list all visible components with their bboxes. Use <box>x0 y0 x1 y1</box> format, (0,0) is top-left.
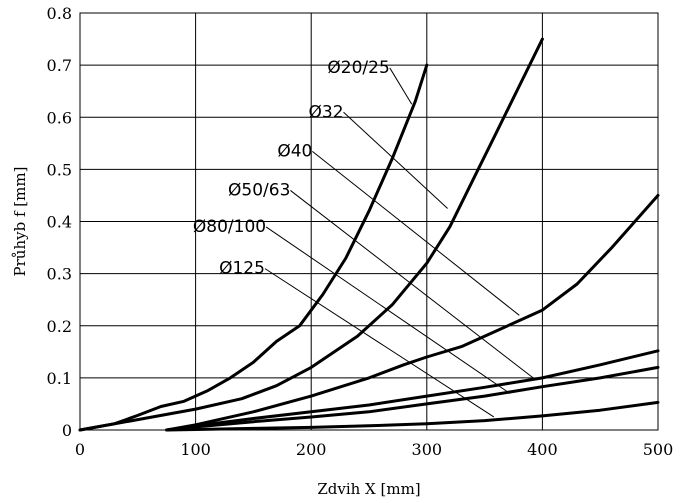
series-label: Ø40 <box>277 141 312 161</box>
x-tick-label: 0 <box>75 440 85 459</box>
y-tick-label: 0.4 <box>47 213 72 232</box>
series-label: Ø32 <box>309 102 344 122</box>
series-labels: Ø20/25 Ø32 Ø40 Ø50/63 Ø80/100 Ø125 <box>193 58 390 279</box>
series-line <box>165 193 660 432</box>
series-line <box>165 365 660 432</box>
x-axis-title: Zdvih X [mm] <box>317 480 420 498</box>
tick-labels: 0 100 200 300 400 500 0 0.1 0.2 0.3 0.4 0.5 0.6 0.7 0.… <box>47 4 674 459</box>
series-lines <box>78 37 660 432</box>
series-leader <box>264 268 495 418</box>
series-label: Ø80/100 <box>193 217 266 237</box>
series-leader <box>343 111 448 209</box>
series-label: Ø20/25 <box>327 58 389 78</box>
series-label: Ø125 <box>219 259 265 279</box>
series-leader <box>265 226 511 394</box>
y-tick-label: 0.5 <box>47 160 72 179</box>
y-tick-label: 0.2 <box>47 317 72 336</box>
x-tick-label: 100 <box>180 440 211 459</box>
series-line <box>165 400 660 432</box>
series-leader <box>389 67 413 105</box>
y-tick-label: 0.8 <box>47 4 72 23</box>
x-tick-label: 300 <box>412 440 443 459</box>
series-label: Ø50/63 <box>228 180 290 200</box>
y-axis-title: Průhyb f [mm] <box>11 167 29 277</box>
y-tick-label: 0 <box>62 421 72 440</box>
x-tick-label: 500 <box>643 440 674 459</box>
grid <box>79 12 659 431</box>
series-leader <box>290 190 534 379</box>
y-tick-label: 0.6 <box>47 108 72 127</box>
series-line <box>165 349 660 432</box>
x-tick-label: 400 <box>527 440 558 459</box>
series-leader <box>312 150 520 316</box>
x-tick-label: 200 <box>296 440 327 459</box>
y-tick-label: 0.1 <box>47 369 72 388</box>
series-leader-lines <box>264 67 534 418</box>
y-tick-label: 0.7 <box>47 56 72 75</box>
y-tick-label: 0.3 <box>47 265 72 284</box>
series-line <box>78 37 544 432</box>
series-line <box>78 63 429 432</box>
